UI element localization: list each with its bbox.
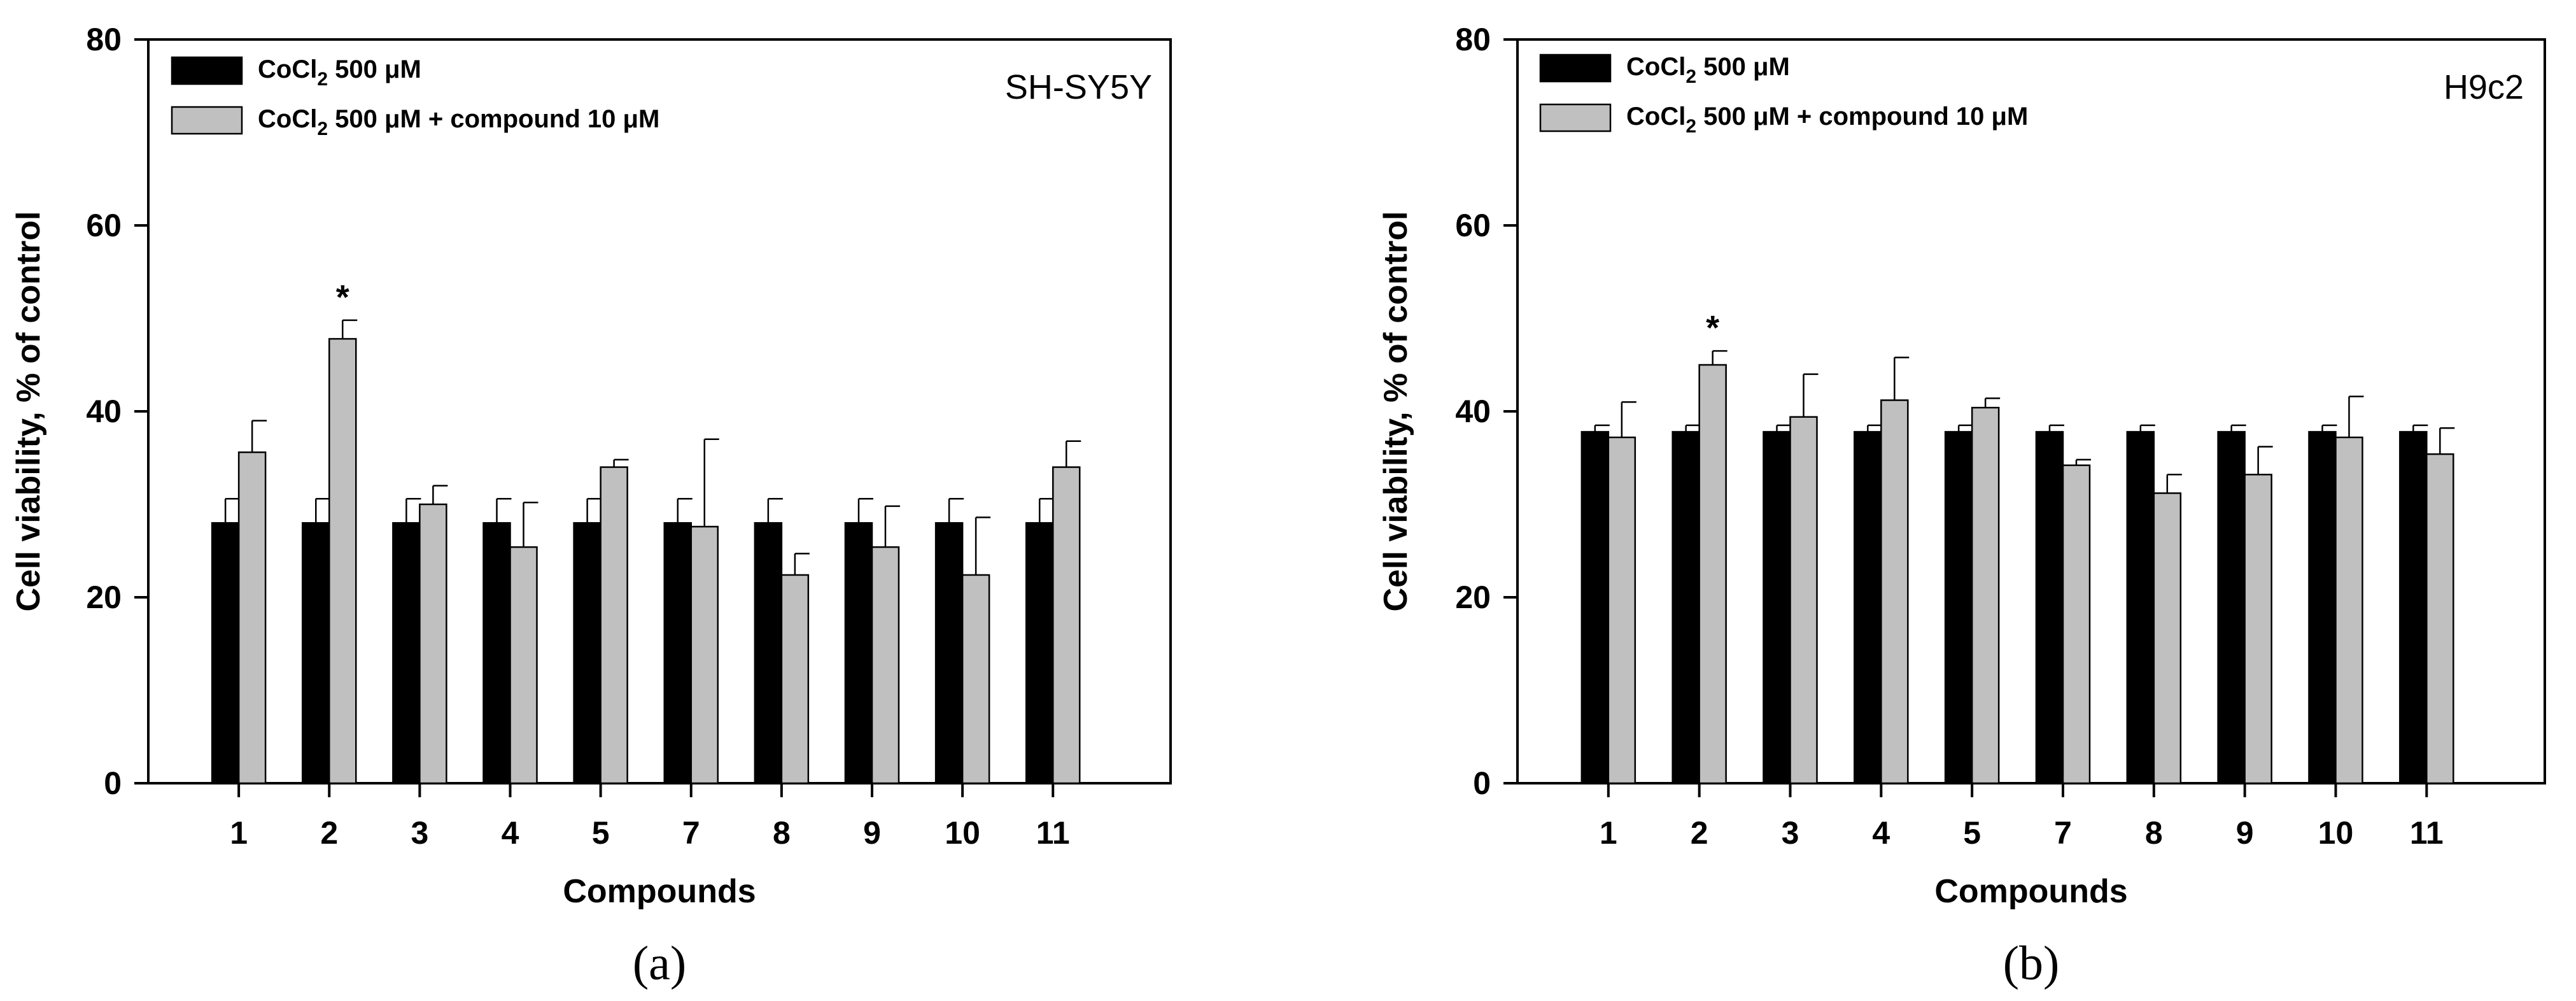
panel-b-bar-s1-1 — [1580, 430, 1610, 784]
panel-b-xtick-label-1: 1 — [1600, 815, 1617, 851]
panel-b-bar-s2-11 — [2426, 453, 2454, 784]
panel-b-ytick-label-40: 40 — [1455, 394, 1491, 429]
panel-b-bar-s1-2 — [1672, 430, 1700, 784]
panel-a-bar-s2-10 — [961, 574, 990, 784]
panel-b-bar-s2-7 — [2062, 464, 2091, 784]
panel-b-bar-s1-9 — [2217, 430, 2246, 784]
panel-a-bar-s2-4 — [509, 546, 538, 784]
panel-b-bar-s1-8 — [2126, 430, 2155, 784]
panel-a-caption: (a) — [633, 937, 686, 990]
panel-a-bar-s1-4 — [482, 522, 511, 784]
panel-a-bar-s1-10 — [934, 522, 964, 784]
panel-a-bar-s2-8 — [780, 574, 810, 784]
panel-b-significance-mark-2: * — [1706, 309, 1719, 347]
panel-b-xtick-label-5: 5 — [1963, 815, 1981, 851]
panel-b-xtick-label-10: 10 — [2318, 815, 2354, 851]
panel-b-xtick-label-4: 4 — [1872, 815, 1890, 851]
panel-a-bar-s1-8 — [754, 522, 783, 784]
panel-b-xtick-label-7: 7 — [2054, 815, 2072, 851]
panel-b-bar-s1-11 — [2399, 430, 2428, 784]
panel-b-bar-s1-5 — [1944, 430, 1973, 784]
panel-a-xtick-label-1: 1 — [230, 815, 248, 851]
panel-b-xtick-label-8: 8 — [2145, 815, 2163, 851]
panel-b-bar-s2-8 — [2153, 492, 2182, 784]
panel-a-significance-mark-2: * — [336, 278, 349, 316]
panel-a-bar-s2-2 — [328, 337, 357, 784]
panel-a-ytick-label-60: 60 — [86, 208, 122, 243]
panel-a-legend-label-1: CoCl2 500 μM — [258, 55, 421, 90]
panel-a-xtick-label-4: 4 — [502, 815, 519, 851]
panel-b-ytick-label-60: 60 — [1455, 208, 1491, 243]
panel-b-xtick-label-3: 3 — [1782, 815, 1799, 851]
panel-b-xtick-label-2: 2 — [1691, 815, 1708, 851]
panel-a-ytick-label-20: 20 — [86, 579, 122, 615]
panel-a-xtick-label-5: 5 — [592, 815, 610, 851]
panel-a-legend-swatch-2 — [171, 106, 243, 135]
panel-b-bar-s2-9 — [2244, 474, 2272, 784]
panel-b-bar-s2-3 — [1789, 416, 1818, 784]
panel-b-legend-label-2: CoCl2 500 μM + compound 10 μM — [1626, 103, 2028, 137]
panel-a-xtick-label-11: 11 — [1036, 815, 1070, 851]
panel-b-legend-swatch-2 — [1539, 103, 1612, 132]
panel-a-bar-s1-1 — [211, 522, 240, 784]
panel-a-plot-frame — [147, 38, 1172, 784]
panel-b-plot-frame — [1516, 38, 2546, 784]
panel-b-cell-line-label: H9c2 — [2444, 68, 2524, 106]
panel-b-bar-s1-3 — [1763, 430, 1791, 784]
panel-a-legend-swatch-1 — [171, 56, 243, 85]
panel-b-bar-s1-10 — [2308, 430, 2337, 784]
panel-a-bar-s1-7 — [663, 522, 692, 784]
panel-a-xtick-label-7: 7 — [682, 815, 700, 851]
panel-a-bar-s2-7 — [690, 525, 719, 784]
panel-a-bar-s1-2 — [301, 522, 330, 784]
panel-b-bar-s2-10 — [2335, 436, 2363, 784]
panel-a-legend-label-2: CoCl2 500 μM + compound 10 μM — [258, 105, 659, 139]
panel-b-bar-s1-4 — [1854, 430, 1882, 784]
panel-a-xtick-label-9: 9 — [863, 815, 881, 851]
panel-b-x-axis-title: Compounds — [1934, 873, 2127, 910]
panel-b-legend-label-1: CoCl2 500 μM — [1626, 53, 1790, 87]
panel-b-xtick-label-9: 9 — [2236, 815, 2254, 851]
panel-a-bar-s1-5 — [573, 522, 602, 784]
panel-a-bar-s1-3 — [392, 522, 421, 784]
panel-a-y-axis-title: Cell viability, % of control — [10, 211, 47, 612]
panel-a-bar-s1-9 — [844, 522, 873, 784]
panel-a-xtick-label-10: 10 — [945, 815, 980, 851]
panel-b-ytick-label-20: 20 — [1455, 579, 1491, 615]
panel-a-bar-s2-11 — [1052, 466, 1081, 784]
panel-a-bar-s2-3 — [419, 503, 447, 784]
panel-a-bar-s2-1 — [237, 451, 267, 784]
panel-a-bar-s2-5 — [600, 466, 628, 784]
panel-b-bar-s2-2 — [1698, 364, 1727, 784]
panel-a-xtick-label-8: 8 — [773, 815, 791, 851]
panel-b-bar-s2-4 — [1880, 399, 1909, 784]
panel-a-x-axis-title: Compounds — [563, 873, 756, 910]
panel-a-ytick-label-40: 40 — [86, 394, 122, 429]
panel-a-ytick-label-0: 0 — [104, 765, 122, 801]
panel-b-bar-s2-1 — [1607, 436, 1636, 784]
panel-a-bar-s1-11 — [1025, 522, 1054, 784]
panel-b-bar-s1-7 — [2035, 430, 2064, 784]
panel-b-y-axis-title: Cell viability, % of control — [1377, 211, 1414, 612]
panel-b-ytick-label-80: 80 — [1455, 22, 1491, 57]
panel-b-ytick-label-0: 0 — [1473, 765, 1491, 801]
panel-b-xtick-label-11: 11 — [2410, 815, 2444, 851]
panel-a-ytick-label-80: 80 — [86, 22, 122, 57]
panel-b-bar-s2-5 — [1971, 406, 2000, 784]
panel-b-caption: (b) — [2003, 937, 2060, 990]
panel-a-bar-s2-9 — [871, 546, 900, 784]
panel-b-chart: 0 20 40 60 80 1 2 3 4 5 7 8 9 10 11 * Cell viability, % … — [1377, 22, 2546, 990]
panel-b-legend-swatch-1 — [1539, 53, 1612, 83]
panel-a-cell-line-label: SH-SY5Y — [1005, 68, 1152, 106]
panel-a-chart: 0 20 40 60 80 1 2 3 4 5 7 8 9 10 11 * Cell viability, % … — [10, 22, 1172, 990]
panel-a-xtick-label-3: 3 — [411, 815, 428, 851]
panel-a-xtick-label-2: 2 — [320, 815, 338, 851]
